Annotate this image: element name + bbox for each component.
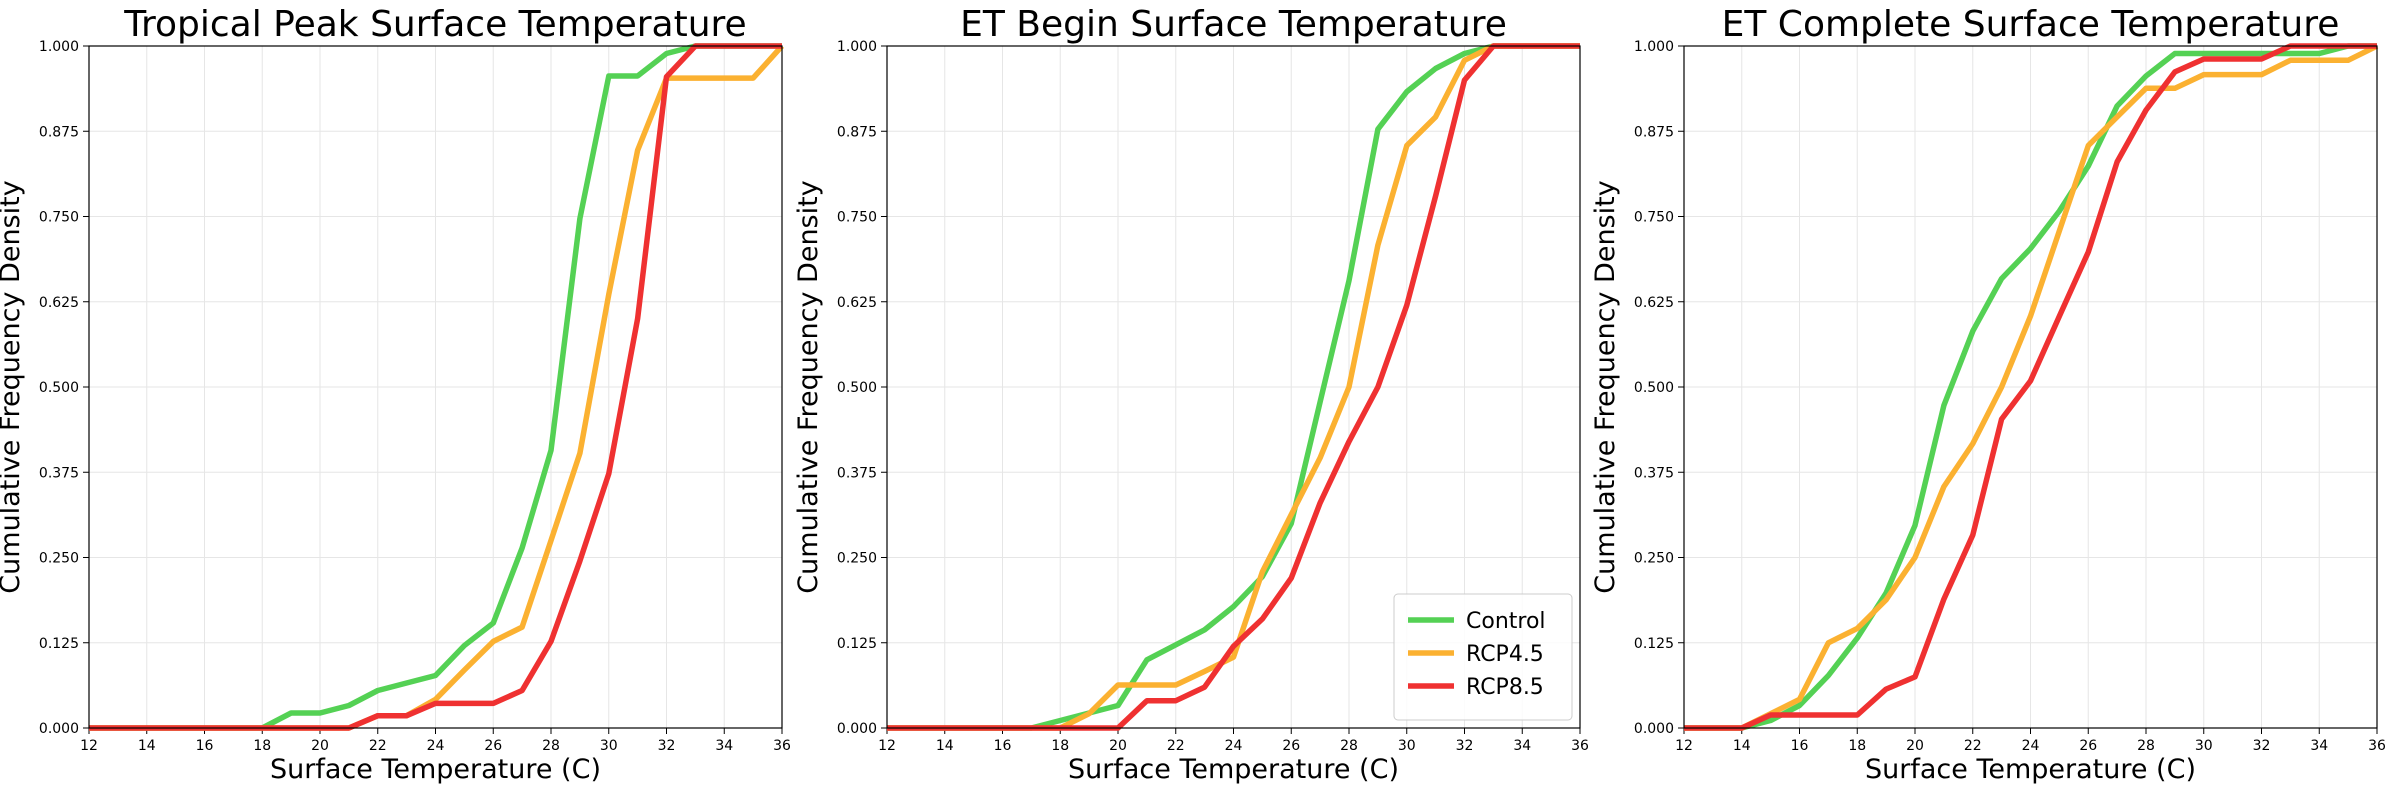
axes-frame [88,45,783,729]
y-tick-label: 0.625 [1634,295,1674,311]
x-tick-label: 24 [2022,738,2040,754]
y-tick-label: 0.875 [39,124,79,140]
y-tick-label: 0.875 [1634,124,1674,140]
y-axis-label: Cumulative Frequency Density [1590,180,1621,593]
x-tick-label: 30 [2195,738,2213,754]
y-tick-label: 0.625 [39,295,79,311]
legend-label: Control [1466,609,1546,634]
x-axis-label: Surface Temperature (C) [1068,754,1399,785]
y-tick-label: 1.000 [1634,39,1674,55]
chart-title: ET Complete Surface Temperature [1722,4,2340,45]
x-tick-label: 18 [253,738,271,754]
y-tick-label: 0.875 [837,124,877,140]
x-tick-label: 24 [1225,738,1243,754]
series-line-rcp4-5 [1684,43,2379,731]
x-tick-label: 22 [1964,738,1982,754]
y-tick-label: 0.750 [1634,210,1674,226]
x-tick-label: 32 [658,738,676,754]
y-tick-label: 0.625 [837,295,877,311]
x-tick-label: 26 [1282,738,1300,754]
legend: Control RCP4.5 RCP8.5 [1393,593,1573,721]
x-tick-label: 36 [1571,738,1589,754]
x-tick-label: 34 [715,738,733,754]
y-tick-label: 0.250 [39,551,79,567]
y-tick-label: 0.750 [837,210,877,226]
x-tick-label: 30 [1398,738,1416,754]
x-tick-label: 16 [994,738,1012,754]
y-tick-label: 0.500 [837,380,877,396]
series-line-control [1684,43,2377,731]
series-line-rcp4-5 [887,43,1580,731]
y-tick-label: 0.000 [837,721,877,737]
y-tick-label: 1.000 [837,39,877,55]
x-tick-label: 14 [138,738,156,754]
y-tick-label: 0.250 [837,551,877,567]
x-tick-label: 28 [542,738,560,754]
chart-panel-1: 12 14 16 18 20 22 24 26 28 30 32 34 36 0.000 0.125 0.25… [0,4,791,785]
x-tick-label: 20 [1109,738,1127,754]
x-tick-label: 18 [1848,738,1866,754]
x-tick-label: 34 [1513,738,1531,754]
y-tick-label: 0.375 [837,465,877,481]
x-tick-label: 36 [773,738,791,754]
legend-label: RCP4.5 [1466,642,1544,667]
x-tick-label: 32 [2253,738,2271,754]
axes-frame [886,45,1581,729]
chart-title: ET Begin Surface Temperature [960,4,1507,45]
x-axis-label: Surface Temperature (C) [270,754,601,785]
x-tick-label: 16 [1791,738,1809,754]
y-tick-label: 0.125 [39,636,79,652]
y-axis-label: Cumulative Frequency Density [793,180,824,593]
x-tick-label: 28 [2137,738,2155,754]
x-tick-label: 22 [369,738,387,754]
y-tick-label: 0.125 [837,636,877,652]
axes-frame [1683,45,2378,729]
legend-label: RCP8.5 [1466,675,1544,700]
x-tick-label: 30 [600,738,618,754]
chart-panel-2: 12 14 16 18 20 22 24 26 28 30 32 34 36 0.000 0.125 0.25… [793,4,1589,785]
x-tick-label: 26 [484,738,502,754]
y-tick-label: 0.500 [1634,380,1674,396]
y-tick-label: 0.750 [39,210,79,226]
x-tick-label: 26 [2079,738,2097,754]
x-tick-label: 14 [936,738,954,754]
x-tick-label: 18 [1051,738,1069,754]
y-tick-label: 0.000 [1634,721,1674,737]
chart-panel-3: 12 14 16 18 20 22 24 26 28 30 32 34 36 0.000 0.125 0.25… [1590,4,2386,785]
x-tick-label: 32 [1456,738,1474,754]
x-tick-label: 28 [1340,738,1358,754]
series-line-control [89,43,782,731]
x-tick-label: 24 [427,738,445,754]
x-tick-label: 14 [1733,738,1751,754]
x-tick-label: 12 [80,738,98,754]
x-tick-label: 22 [1167,738,1185,754]
y-axis-label: Cumulative Frequency Density [0,180,26,593]
series-line-rcp8-5 [89,43,782,731]
x-tick-label: 20 [311,738,329,754]
y-tick-label: 0.375 [1634,465,1674,481]
x-tick-label: 34 [2310,738,2328,754]
x-tick-label: 20 [1906,738,1924,754]
y-tick-label: 0.500 [39,380,79,396]
series-line-rcp8-5 [887,43,1580,731]
y-tick-label: 0.125 [1634,636,1674,652]
y-tick-label: 0.250 [1634,551,1674,567]
x-tick-label: 12 [878,738,896,754]
y-tick-label: 1.000 [39,39,79,55]
x-tick-label: 36 [2368,738,2386,754]
y-tick-label: 0.000 [39,721,79,737]
chart-title: Tropical Peak Surface Temperature [123,4,746,45]
y-tick-label: 0.375 [39,465,79,481]
x-axis-label: Surface Temperature (C) [1865,754,2196,785]
x-tick-label: 12 [1675,738,1693,754]
series-line-rcp8-5 [1684,43,2377,731]
x-tick-label: 16 [196,738,214,754]
